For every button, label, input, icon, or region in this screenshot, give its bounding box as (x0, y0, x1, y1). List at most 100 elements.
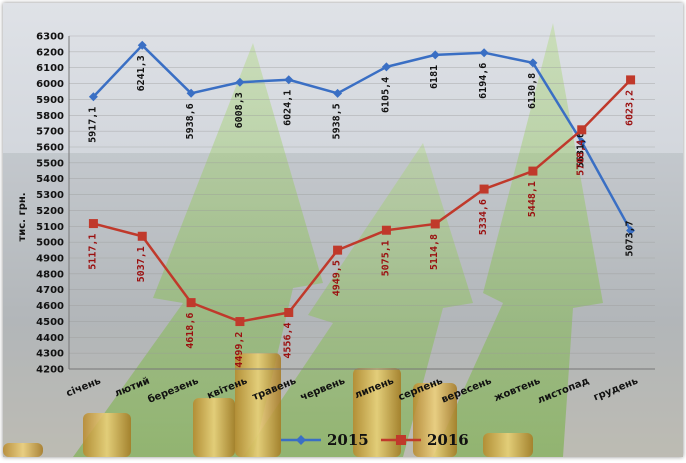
data-point (88, 92, 98, 102)
data-label: 5708,4 (576, 140, 587, 176)
y-tick-label: 5800 (36, 111, 64, 122)
data-point (235, 77, 245, 87)
y-tick-label: 4900 (36, 254, 64, 265)
data-label: 5117,1 (87, 234, 98, 270)
y-tick-label: 4400 (36, 333, 64, 344)
data-label: 6024,1 (283, 90, 294, 126)
y-tick-label: 5700 (36, 127, 64, 138)
data-point (381, 225, 391, 235)
legend: 2015 2016 (281, 431, 469, 449)
chart-frame: 4200 4300 4400 4500 4600 4700 4800 4900 5000 5100… (3, 3, 683, 457)
data-label: 4949,5 (332, 260, 343, 296)
y-tick-label: 5400 (36, 174, 64, 185)
data-label: 6194,6 (478, 63, 489, 99)
data-point (577, 137, 587, 147)
data-label: 5334,6 (478, 199, 489, 235)
series-group: 5917,1 6241,3 5938,6 6008,3 6024,1 5938,5 6105… (87, 40, 636, 368)
x-tick-label: травень (251, 376, 298, 403)
growth-arrow-shape (243, 143, 473, 457)
data-label: 6181 (429, 65, 440, 89)
legend-label: 2016 (427, 431, 469, 449)
data-point (479, 184, 489, 194)
y-tick-label: 6300 (36, 32, 64, 43)
y-tick-label: 5100 (36, 222, 64, 233)
data-point (528, 166, 538, 176)
data-label: 5631,6 (576, 132, 587, 168)
y-tick-label: 5900 (36, 95, 64, 106)
data-point (577, 125, 587, 135)
x-tick-label: березень (146, 375, 200, 406)
data-point (284, 75, 294, 85)
data-point (284, 307, 294, 317)
growth-arrow-shape (433, 23, 603, 457)
x-tick-label: листопад (536, 376, 591, 407)
y-tick-label: 4800 (36, 269, 64, 280)
legend-label: 2015 (327, 431, 369, 449)
series-line (93, 79, 632, 323)
x-tick-label: липень (353, 376, 395, 402)
x-tick-label: червень (299, 376, 347, 404)
data-point (186, 298, 196, 308)
y-tick-label: 6000 (36, 79, 64, 90)
grid-lines (69, 35, 655, 370)
legend-marker (396, 435, 406, 445)
data-label: 4556,4 (283, 322, 294, 358)
data-label: 5114,8 (429, 234, 440, 270)
data-point (479, 48, 489, 58)
series-2016: 5117,1 5037,1 4618,6 4499,2 4556,4 4949,5 5075… (87, 75, 636, 368)
data-point (333, 88, 343, 98)
series-line (92, 44, 632, 232)
y-tick-label: 6200 (36, 47, 64, 58)
background-illustration (3, 23, 683, 457)
data-label: 5075,1 (380, 240, 391, 276)
data-point (235, 317, 245, 327)
data-point (137, 40, 147, 50)
data-label: 5037,1 (136, 246, 147, 282)
data-point (430, 219, 440, 229)
data-point (186, 88, 196, 98)
y-tick-label: 5600 (36, 143, 64, 154)
y-axis: 4200 4300 4400 4500 4600 4700 4800 4900 5000 5100… (36, 32, 70, 376)
data-label: 6241,3 (136, 55, 147, 91)
y-tick-label: 4500 (36, 317, 64, 328)
data-label: 6105,4 (380, 77, 391, 113)
data-point (430, 50, 440, 60)
data-point (333, 245, 343, 255)
data-label: 5448,1 (527, 181, 538, 217)
x-tick-label: грудень (592, 376, 640, 404)
series-2015: 5917,1 6241,3 5938,6 6008,3 6024,1 5938,5 6105… (87, 40, 636, 257)
y-axis-label: тис. грн. (17, 192, 28, 241)
coin-stacks (3, 353, 533, 457)
y-tick-label: 4200 (36, 365, 64, 376)
x-tick-label: квітень (206, 376, 249, 402)
data-label: 4499,2 (234, 332, 245, 368)
y-tick-label: 4600 (36, 301, 64, 312)
line-chart: 4200 4300 4400 4500 4600 4700 4800 4900 5000 5100… (17, 32, 655, 449)
x-tick-label: вересень (440, 376, 493, 406)
y-tick-label: 4300 (36, 349, 64, 360)
y-tick-label: 5500 (36, 158, 64, 169)
data-point (626, 225, 636, 235)
y-tick-label: 5000 (36, 238, 64, 249)
data-label: 5938,5 (332, 103, 343, 139)
data-label: 6023,2 (625, 90, 636, 126)
data-point (528, 58, 538, 68)
data-label: 4618,6 (185, 313, 196, 349)
x-tick-label: січень (65, 376, 103, 400)
data-label: 6130,8 (527, 73, 538, 109)
data-point (381, 62, 391, 72)
y-tick-label: 5200 (36, 206, 64, 217)
data-label: 6008,3 (234, 92, 245, 128)
legend-marker (296, 435, 306, 445)
data-point (137, 231, 147, 241)
y-tick-label: 4700 (36, 285, 64, 296)
x-tick-label: жовтень (493, 376, 543, 405)
data-label: 5938,6 (185, 103, 196, 139)
data-label: 5917,1 (87, 107, 98, 143)
x-tick-label: серпень (397, 376, 445, 404)
data-point (626, 75, 636, 85)
y-tick-label: 5300 (36, 190, 64, 201)
y-tick-label: 6100 (36, 63, 64, 74)
data-label: 5073,7 (625, 220, 636, 256)
